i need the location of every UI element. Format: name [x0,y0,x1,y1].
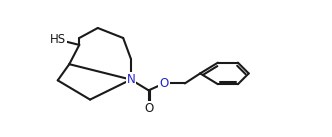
Text: N: N [126,73,135,86]
Text: O: O [144,102,153,115]
Text: HS: HS [50,33,66,46]
Text: O: O [159,77,169,90]
